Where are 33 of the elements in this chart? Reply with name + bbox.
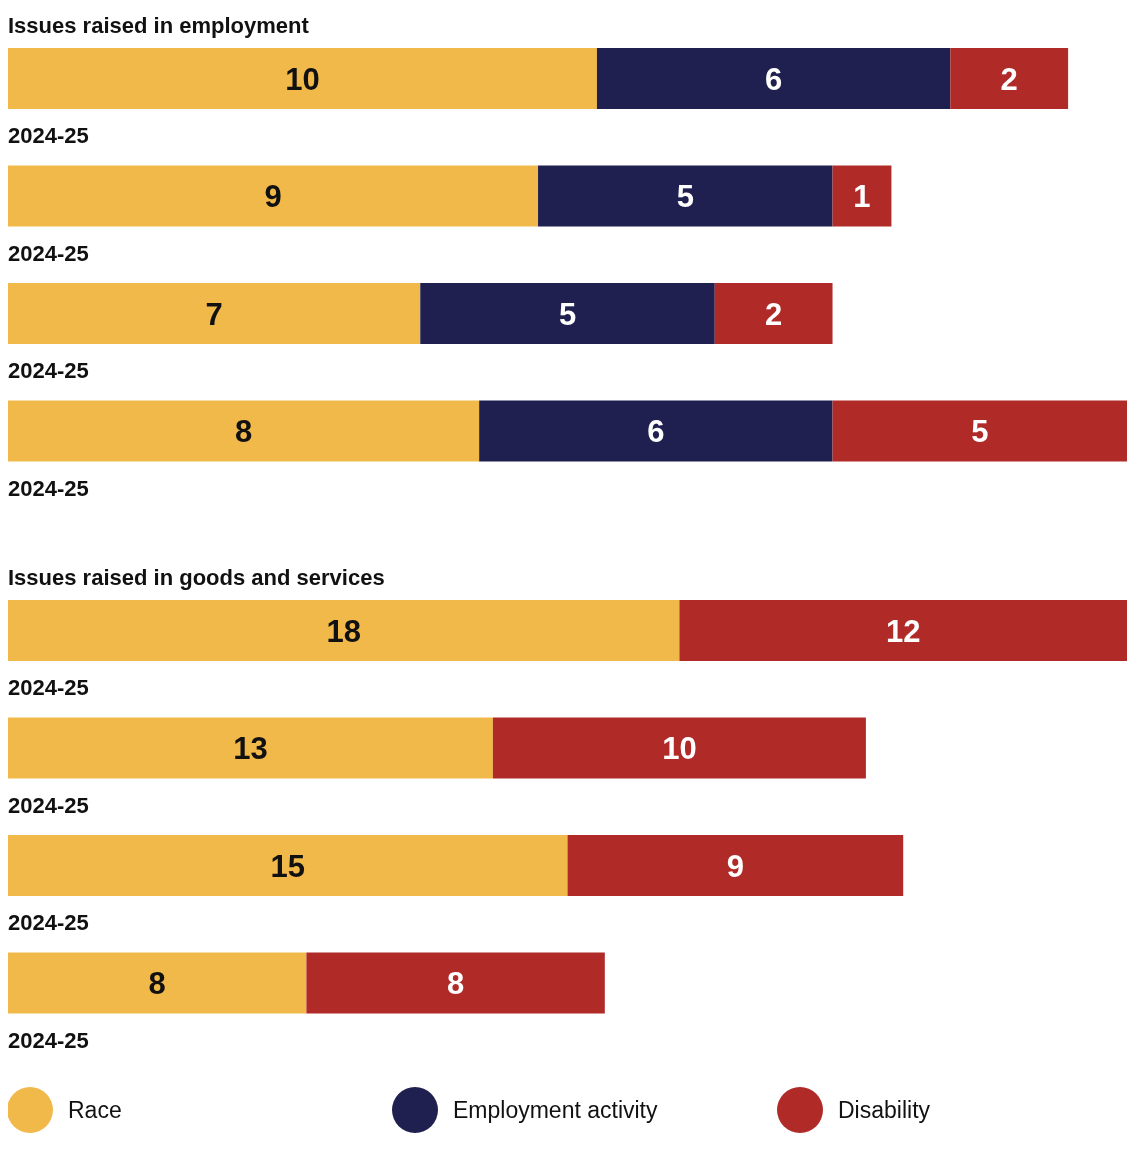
data-label: 13 [233, 731, 268, 766]
y-tick-label: 2024-25 [8, 910, 89, 935]
data-label: 1 [853, 179, 871, 214]
y-tick-label: 2024-25 [8, 475, 89, 501]
data-label: 7 [205, 296, 223, 332]
legend-label: Disability [838, 1097, 931, 1123]
data-label: 15 [270, 848, 305, 884]
data-label: 18 [326, 613, 361, 649]
y-tick-label: 2024-25 [8, 240, 89, 266]
data-label: 2 [765, 296, 783, 332]
data-label: 8 [148, 966, 166, 1001]
data-label: 9 [264, 179, 282, 214]
data-label: 5 [558, 296, 577, 332]
data-label: 12 [885, 613, 921, 649]
legend-label: Employment activity [453, 1097, 659, 1123]
data-label: 5 [676, 179, 694, 214]
y-tick-label: 2024-25 [8, 675, 89, 700]
chart-title: Issues raised in goods and services [8, 565, 385, 590]
data-label: 2 [1000, 61, 1018, 97]
data-label: 8 [446, 966, 465, 1001]
legend-label: Race [68, 1097, 122, 1123]
data-label: 10 [285, 61, 320, 97]
data-label: 10 [662, 731, 697, 766]
chart-title: Issues raised in employment [8, 13, 310, 38]
data-label: 9 [726, 848, 744, 884]
y-tick-label: 2024-25 [8, 123, 89, 148]
y-tick-label: 2024-25 [8, 792, 89, 818]
data-label: 8 [234, 414, 253, 449]
y-tick-label: 2024-25 [8, 1027, 89, 1053]
y-tick-label: 2024-25 [8, 358, 89, 383]
data-label: 6 [765, 61, 783, 97]
data-label: 6 [647, 414, 665, 449]
data-label: 5 [971, 414, 989, 449]
